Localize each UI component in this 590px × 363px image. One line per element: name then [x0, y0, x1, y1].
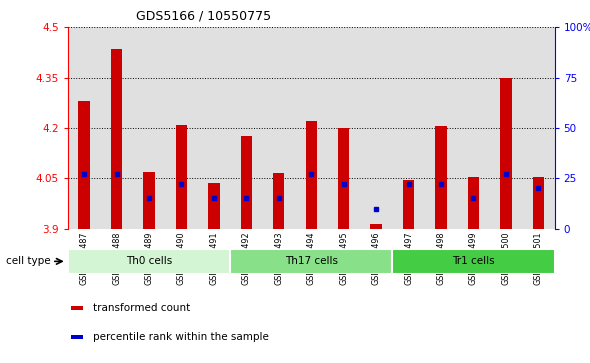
Bar	[111, 49, 122, 229]
Bar	[425, 27, 457, 229]
Text: cell type: cell type	[6, 256, 51, 266]
Bar	[230, 27, 263, 229]
Bar	[500, 78, 512, 229]
Bar	[143, 172, 155, 229]
Bar	[71, 306, 83, 310]
Bar	[371, 224, 382, 229]
Bar	[295, 27, 327, 229]
Bar	[208, 183, 219, 229]
Bar	[360, 27, 392, 229]
Bar	[133, 27, 165, 229]
Bar	[490, 27, 522, 229]
Bar	[230, 249, 392, 274]
Bar	[403, 180, 414, 229]
Bar	[71, 335, 83, 339]
Bar	[68, 249, 230, 274]
Bar	[68, 27, 100, 229]
Bar	[435, 126, 447, 229]
Text: Th0 cells: Th0 cells	[126, 256, 172, 266]
Bar	[176, 125, 187, 229]
Bar	[306, 121, 317, 229]
Text: Tr1 cells: Tr1 cells	[452, 256, 495, 266]
Text: GDS5166 / 10550775: GDS5166 / 10550775	[136, 9, 271, 22]
Text: Th17 cells: Th17 cells	[285, 256, 337, 266]
Bar	[522, 27, 555, 229]
Text: percentile rank within the sample: percentile rank within the sample	[93, 332, 268, 342]
Bar	[338, 128, 349, 229]
Bar	[78, 101, 90, 229]
Bar	[533, 177, 544, 229]
Text: transformed count: transformed count	[93, 303, 190, 313]
Bar	[392, 249, 555, 274]
Bar	[327, 27, 360, 229]
Bar	[273, 173, 284, 229]
Bar	[241, 136, 252, 229]
Bar	[392, 27, 425, 229]
Bar	[165, 27, 198, 229]
Bar	[100, 27, 133, 229]
Bar	[468, 177, 479, 229]
Bar	[263, 27, 295, 229]
Bar	[198, 27, 230, 229]
Bar	[457, 27, 490, 229]
